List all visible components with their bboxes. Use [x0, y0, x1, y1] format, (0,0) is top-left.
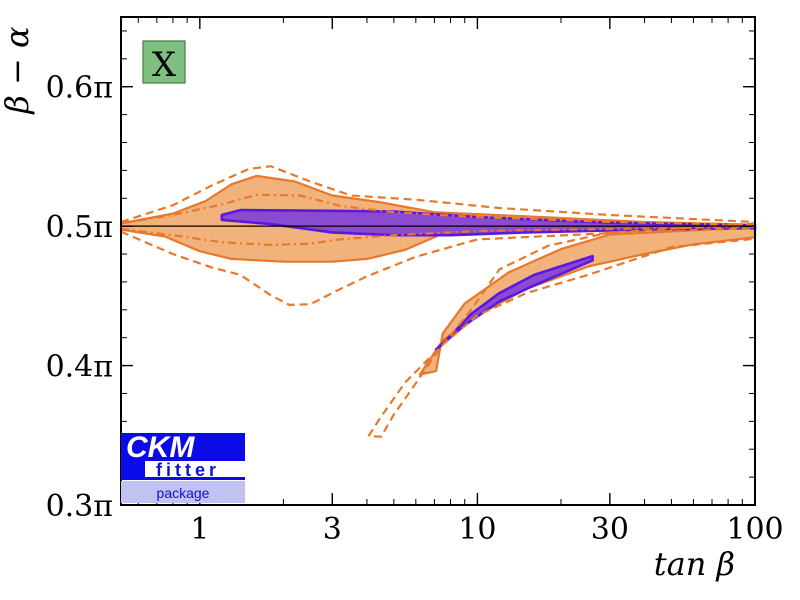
purple-lower-band [434, 254, 594, 351]
y-tick-label: 0.3π [46, 489, 113, 524]
y-axis-title: β − α [0, 26, 36, 114]
x-tick-label: 100 [726, 512, 783, 547]
panel-badge-label: X [152, 45, 177, 85]
regions-layer [119, 165, 757, 438]
x-tick-label: 30 [591, 512, 629, 547]
dashdot-inner-upper [120, 193, 756, 226]
logo-title: CKM [126, 431, 195, 464]
x-axis-title: tan β [654, 545, 735, 583]
x-tick-label: 10 [458, 512, 496, 547]
dash-outer-lower [120, 227, 756, 306]
logo-underline [121, 477, 245, 480]
dash-lower-loop [367, 222, 757, 438]
y-tick-label: 0.6π [46, 71, 113, 106]
x-tick-label: 1 [190, 512, 209, 547]
logo-bottom-block [121, 481, 245, 503]
y-tick-label: 0.5π [46, 210, 113, 245]
dash-outer-upper [120, 165, 756, 224]
x-tick-label: 3 [323, 512, 342, 547]
ticks-layer: 1 3 10 30 100 0.3π 0.4π 0.5π 0.6π [46, 17, 784, 547]
panel-badge: X [142, 40, 186, 85]
orange-lower-band [418, 225, 757, 376]
purple-upper-band [220, 208, 757, 237]
logo-white-band [121, 461, 245, 480]
logo-middle: fitter [156, 460, 220, 480]
y-tick-label: 0.4π [46, 350, 113, 385]
panel-badge-box [142, 40, 186, 84]
logo-bottom-label: package [157, 485, 210, 501]
logo-left-bar [121, 461, 145, 480]
ckmfitter-logo: CKM fitter package [121, 431, 245, 503]
plot-frame [120, 16, 756, 506]
logo-top-block [121, 433, 245, 461]
dashdot-inner-lower [120, 225, 756, 247]
